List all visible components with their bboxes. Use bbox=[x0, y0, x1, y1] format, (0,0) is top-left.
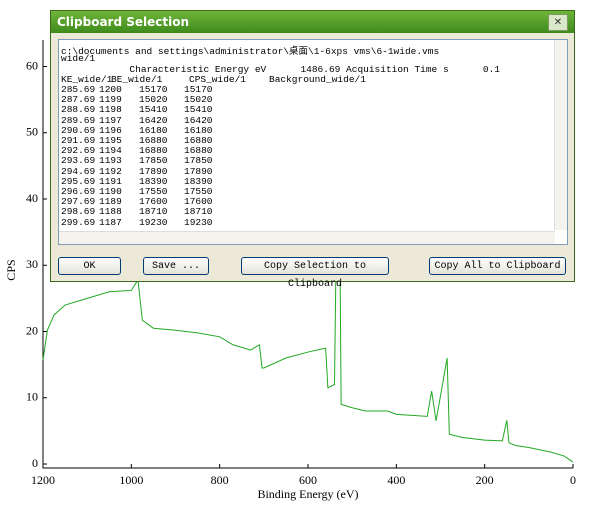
x-tick-label: 200 bbox=[476, 473, 494, 487]
cell: 1197 bbox=[99, 114, 122, 126]
cell: 17890 bbox=[184, 165, 213, 177]
cell: 16880 bbox=[184, 135, 213, 146]
cell: 19230 bbox=[139, 216, 168, 228]
cell: 16880 bbox=[139, 145, 168, 157]
text-line: wide/1 bbox=[61, 53, 96, 65]
x-tick-label: 600 bbox=[299, 473, 317, 487]
cell: 296.69 bbox=[61, 186, 96, 197]
text-area: c:\documents and settings\administrator\… bbox=[58, 39, 568, 245]
y-tick-label: 40 bbox=[26, 191, 38, 205]
cell: 1200 bbox=[99, 84, 122, 95]
cell: 298.69 bbox=[61, 206, 96, 218]
text-line: Characteristic Energy eV 1486.69 Acquisi… bbox=[61, 63, 500, 75]
cell: 16180 bbox=[139, 124, 168, 136]
x-tick-label: 800 bbox=[211, 473, 229, 487]
y-tick-label: 60 bbox=[26, 58, 38, 72]
cell: 15410 bbox=[184, 104, 213, 116]
cell: 285.69 bbox=[61, 84, 96, 95]
cell: 299.69 bbox=[61, 216, 96, 228]
column-header: Background_wide/1 bbox=[269, 74, 366, 85]
scrollbar[interactable] bbox=[59, 231, 555, 244]
cell: 288.69 bbox=[61, 104, 96, 116]
cell: 294.69 bbox=[61, 165, 96, 177]
y-tick-label: 20 bbox=[26, 323, 38, 337]
close-button[interactable]: ✕ bbox=[548, 14, 568, 31]
cell: 17850 bbox=[184, 155, 213, 167]
cell: 17850 bbox=[139, 155, 168, 167]
cell: 16420 bbox=[139, 114, 168, 126]
x-tick-label: 400 bbox=[387, 473, 405, 487]
cell: 1198 bbox=[99, 104, 122, 116]
cell: 1190 bbox=[99, 186, 122, 197]
cell: 1195 bbox=[99, 135, 122, 146]
cell: 290.69 bbox=[61, 124, 96, 136]
cell: 1192 bbox=[99, 165, 122, 177]
cell: 17890 bbox=[139, 165, 168, 177]
cell: 15410 bbox=[139, 104, 168, 116]
cell: 295.69 bbox=[61, 175, 96, 187]
scrollbar[interactable] bbox=[554, 40, 567, 230]
cell: 15020 bbox=[139, 94, 168, 106]
cell: 15170 bbox=[184, 84, 213, 95]
y-axis-label: CPS bbox=[4, 259, 18, 280]
cell: 287.69 bbox=[61, 94, 96, 106]
cell: 17600 bbox=[184, 196, 213, 208]
button[interactable]: Save ... bbox=[143, 257, 209, 275]
cell: 18390 bbox=[139, 175, 168, 187]
cell: 1187 bbox=[99, 216, 122, 228]
cell: 17600 bbox=[139, 196, 168, 208]
y-tick-label: 50 bbox=[26, 125, 38, 139]
x-tick-label: 1000 bbox=[119, 473, 143, 487]
cell: 1189 bbox=[99, 196, 122, 208]
y-tick-label: 10 bbox=[26, 390, 38, 404]
x-tick-label: 1200 bbox=[31, 473, 55, 487]
cell: 18710 bbox=[184, 206, 213, 218]
cell: 289.69 bbox=[61, 114, 96, 126]
column-header: BE_wide/1 bbox=[111, 74, 163, 85]
cell: 15170 bbox=[139, 84, 168, 95]
spectrum-line bbox=[42, 59, 574, 463]
cell: 17550 bbox=[139, 186, 168, 197]
cell: 1194 bbox=[99, 145, 122, 157]
cell: 18390 bbox=[184, 175, 213, 187]
cell: 17550 bbox=[184, 186, 213, 197]
cell: 1193 bbox=[99, 155, 122, 167]
y-tick-label: 0 bbox=[32, 456, 38, 470]
button[interactable]: Copy All to Clipboard bbox=[429, 257, 566, 275]
button[interactable]: Copy Selection to Clipboard bbox=[241, 257, 389, 290]
cell: 1188 bbox=[99, 206, 122, 218]
cell: 291.69 bbox=[61, 135, 96, 146]
cell: 16880 bbox=[139, 135, 168, 146]
cell: 16420 bbox=[184, 114, 213, 126]
column-header: KE_wide/1 bbox=[61, 74, 113, 85]
cell: 15020 bbox=[184, 94, 213, 106]
button[interactable]: OK bbox=[58, 257, 121, 275]
column-header: CPS_wide/1 bbox=[189, 74, 247, 85]
cell: 1191 bbox=[99, 175, 122, 187]
x-axis-label: Binding Energy (eV) bbox=[257, 487, 358, 501]
cell: 1196 bbox=[99, 124, 122, 136]
y-tick-label: 30 bbox=[26, 257, 38, 271]
dialog: Clipboard Selection ✕ c:\documents and s… bbox=[50, 10, 575, 290]
cell: 297.69 bbox=[61, 196, 96, 208]
text-line: c:\documents and settings\administrator\… bbox=[61, 46, 440, 57]
x-tick-label: 0 bbox=[570, 473, 576, 487]
cell: 18710 bbox=[139, 206, 168, 218]
cell: 19230 bbox=[184, 216, 213, 228]
cell: 293.69 bbox=[61, 155, 96, 167]
cell: 1199 bbox=[99, 94, 122, 106]
cell: 16880 bbox=[184, 145, 213, 157]
dialog-title: Clipboard Selection bbox=[51, 11, 574, 33]
cell: 16180 bbox=[184, 124, 213, 136]
cell: 292.69 bbox=[61, 145, 96, 157]
